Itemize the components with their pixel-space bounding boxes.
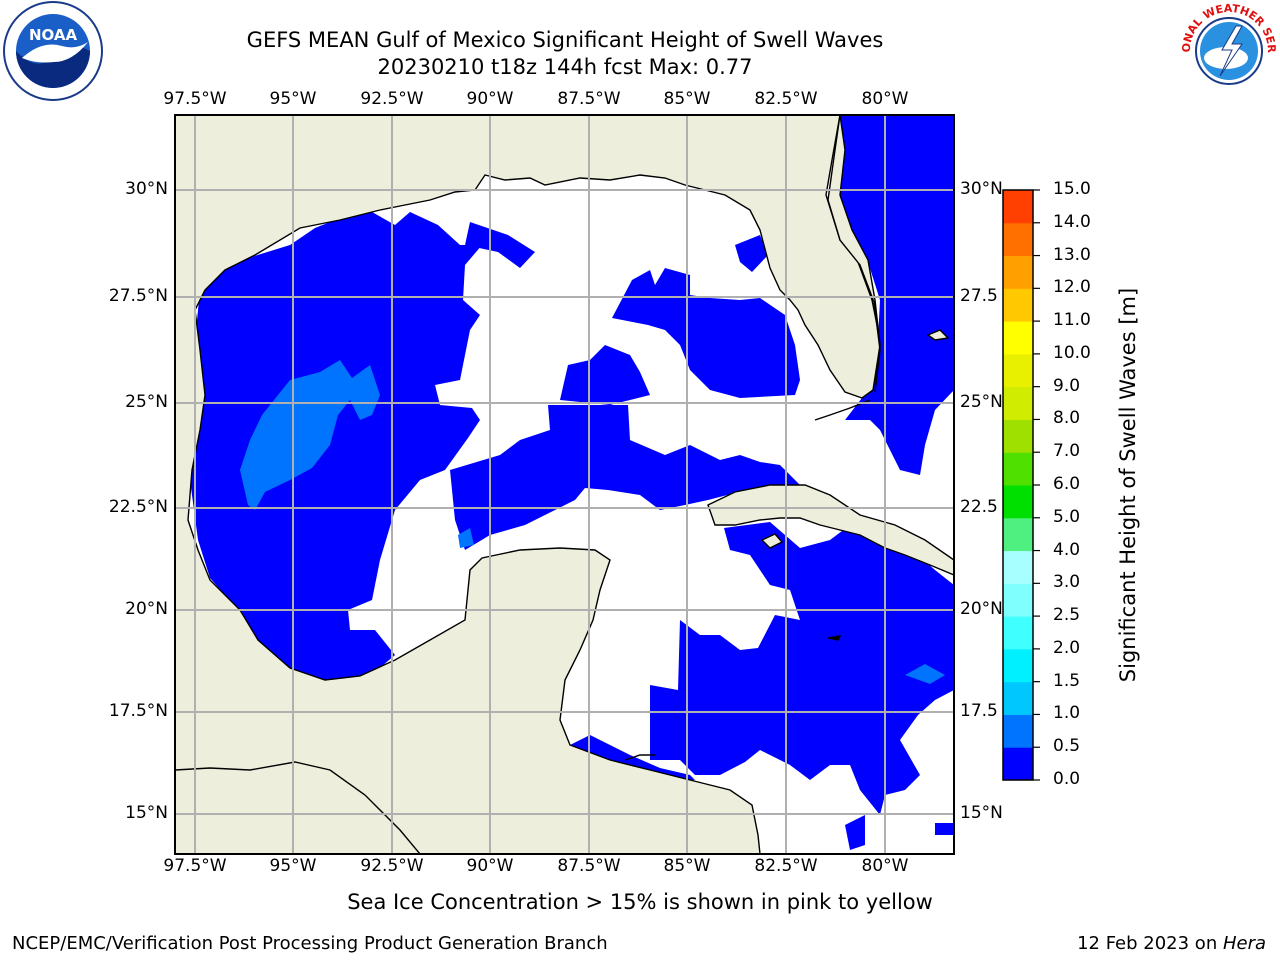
- colorbar-segment: [1003, 550, 1033, 584]
- lat-tick-left: 17.5°N: [108, 701, 168, 721]
- sea-ice-note: Sea Ice Concentration > 15% is shown in …: [347, 890, 933, 914]
- colorbar-segment: [1003, 452, 1033, 486]
- colorbar-tick-label: 8.0: [1053, 408, 1081, 429]
- lat-tick-left: 20°N: [125, 599, 168, 619]
- lon-tick-bottom: 85°W: [663, 856, 711, 876]
- colorbar-label-text: Significant Height of Swell Waves [m]: [1116, 287, 1140, 683]
- map-title: GEFS MEAN Gulf of Mexico Significant Hei…: [246, 28, 884, 52]
- lat-tick-left: 15°N: [125, 803, 168, 823]
- lat-tick-left: 30°N: [125, 179, 168, 199]
- colorbar-segment: [1003, 419, 1033, 453]
- colorbar-segment: [1003, 616, 1033, 650]
- colorbar-tick-label: 9.0: [1053, 375, 1081, 396]
- lon-tick-top: 85°W: [663, 89, 711, 109]
- swell-low-field: [175, 115, 954, 854]
- lon-tick-bottom: 82.5°W: [754, 856, 818, 876]
- colorbar-segment: [1003, 517, 1033, 552]
- lon-tick-top: 90°W: [466, 89, 514, 109]
- colorbar-segment: [1003, 648, 1033, 683]
- colorbar-tick-label: 4.0: [1053, 539, 1081, 560]
- noaa-logo: NOAA: [2, 0, 104, 102]
- footer-host: Hera: [1222, 933, 1266, 954]
- nws-logo: NATIONAL WEATHER SERVICE: [1173, 0, 1280, 102]
- lon-tick-bottom: 92.5°W: [360, 856, 424, 876]
- colorbar-segment: [1003, 386, 1033, 420]
- lon-tick-bottom: 87.5°W: [557, 856, 621, 876]
- footer-date: 12 Feb 2023 on: [1077, 933, 1223, 954]
- colorbar-segment: [1003, 222, 1033, 257]
- colorbar-tick-label: 7.0: [1053, 441, 1081, 462]
- colorbar-segment: [1003, 288, 1033, 322]
- lon-tick-top: 92.5°W: [360, 89, 424, 109]
- colorbar-segment: [1003, 255, 1033, 289]
- map-subtitle: 20230210 t18z 144h fcst Max: 0.77: [377, 55, 753, 79]
- map-frame: [174, 114, 955, 855]
- lat-tick-left: 27.5°N: [108, 286, 168, 306]
- colorbar-segment: [1003, 321, 1033, 355]
- lat-tick-right: 17.5: [960, 701, 998, 721]
- colorbar-tick-label: 2.0: [1053, 637, 1081, 658]
- footer-right: 12 Feb 2023 on Hera: [1077, 933, 1266, 954]
- colorbar-segment: [1003, 747, 1033, 781]
- lat-tick-right: 27.5: [960, 286, 998, 306]
- lon-tick-top: 95°W: [269, 89, 317, 109]
- lat-tick-right: 15°N: [960, 803, 1003, 823]
- colorbar-tick-label: 1.0: [1053, 703, 1081, 724]
- colorbar-tick-label: 0.0: [1053, 769, 1081, 789]
- colorbar-segment: [1003, 583, 1033, 617]
- lat-tick-right: 20°N: [960, 599, 1003, 619]
- colorbar-tick-label: 10.0: [1053, 342, 1091, 363]
- colorbar-segment: [1003, 353, 1033, 388]
- lon-tick-top: 80°W: [861, 89, 909, 109]
- lon-tick-bottom: 80°W: [861, 856, 909, 876]
- footer-left: NCEP/EMC/Verification Post Processing Pr…: [12, 933, 608, 954]
- colorbar-segment: [1003, 190, 1033, 224]
- colorbar-tick-label: 5.0: [1053, 506, 1081, 527]
- lat-tick-left: 25°N: [125, 392, 168, 412]
- lon-tick-top: 82.5°W: [754, 89, 818, 109]
- colorbar-segment: [1003, 681, 1033, 715]
- noaa-logo-text: NOAA: [29, 26, 78, 44]
- lon-tick-top: 87.5°W: [557, 89, 621, 109]
- lon-tick-bottom: 95°W: [269, 856, 317, 876]
- colorbar-segment: [1003, 714, 1033, 748]
- lat-tick-right: 30°N: [960, 179, 1003, 199]
- colorbar-tick-label: 2.5: [1053, 605, 1081, 626]
- colorbar-tick-label: 3.0: [1053, 572, 1081, 593]
- lat-tick-right: 22.5: [960, 497, 998, 517]
- colorbar-tick-label: 6.0: [1053, 474, 1081, 494]
- graticule: [175, 115, 954, 854]
- colorbar-tick-label: 13.0: [1053, 244, 1091, 265]
- colorbar-segment: [1003, 485, 1033, 519]
- colorbar: [1002, 189, 1040, 781]
- lon-tick-top: 97.5°W: [163, 89, 227, 109]
- lon-tick-bottom: 97.5°W: [163, 856, 227, 876]
- colorbar-tick-label: 1.5: [1053, 670, 1081, 691]
- colorbar-tick-label: 14.0: [1053, 211, 1091, 232]
- colorbar-tick-label: 0.5: [1053, 736, 1081, 757]
- lon-tick-bottom: 90°W: [466, 856, 514, 876]
- colorbar-tick-label: 12.0: [1053, 277, 1091, 298]
- lat-tick-left: 22.5°N: [108, 497, 168, 517]
- lat-tick-right: 25°N: [960, 392, 1003, 412]
- colorbar-tick-label: 11.0: [1053, 310, 1091, 331]
- colorbar-tick-label: 15.0: [1053, 179, 1091, 199]
